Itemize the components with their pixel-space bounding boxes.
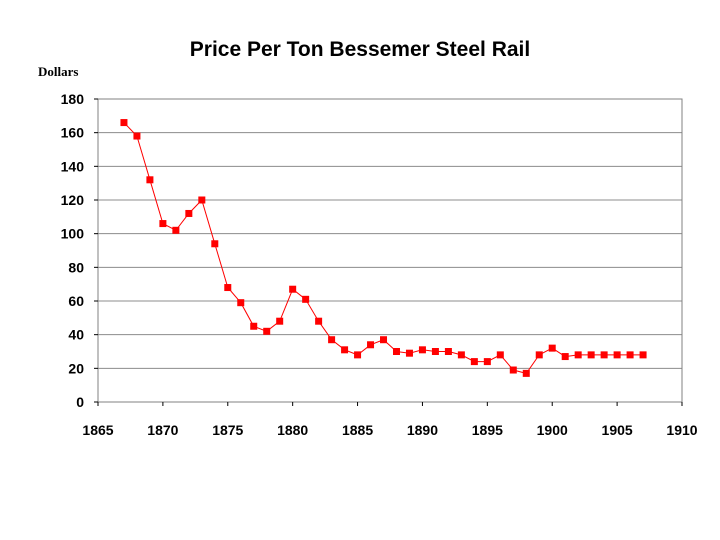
y-tick-label: 180 bbox=[61, 91, 85, 107]
data-point bbox=[444, 348, 452, 355]
y-tick-label: 0 bbox=[76, 394, 84, 410]
data-point bbox=[483, 358, 491, 366]
data-point bbox=[548, 344, 556, 352]
data-point bbox=[250, 322, 258, 330]
data-point bbox=[626, 351, 634, 359]
x-tick-label: 1905 bbox=[602, 422, 633, 438]
data-point bbox=[302, 295, 310, 303]
data-point bbox=[613, 351, 621, 359]
x-tick-label: 1875 bbox=[212, 422, 243, 438]
plot-area bbox=[97, 98, 683, 403]
data-point bbox=[457, 351, 465, 359]
data-point bbox=[470, 358, 478, 366]
data-point bbox=[315, 317, 323, 325]
series bbox=[120, 119, 647, 377]
x-tick-label: 1880 bbox=[277, 422, 308, 438]
data-point bbox=[431, 348, 439, 355]
x-tick-label: 1895 bbox=[472, 422, 503, 438]
data-point bbox=[522, 369, 530, 377]
data-point bbox=[133, 132, 141, 140]
data-point bbox=[289, 285, 297, 293]
data-point bbox=[380, 336, 388, 344]
x-tick-label: 1885 bbox=[342, 422, 373, 438]
x-axis: 1865 1870 1875 1880 1885 1890 1895 1900 1905 1910 bbox=[82, 402, 698, 438]
data-point bbox=[211, 240, 219, 248]
data-point bbox=[237, 299, 245, 307]
y-tick-label: 40 bbox=[68, 327, 84, 343]
data-point bbox=[263, 327, 271, 335]
y-tick-label: 60 bbox=[68, 293, 84, 309]
data-point bbox=[341, 346, 349, 354]
data-point bbox=[509, 366, 517, 374]
y-tick-label: 120 bbox=[61, 192, 85, 208]
y-tick-label: 100 bbox=[61, 226, 85, 242]
y-tick-label: 160 bbox=[61, 125, 85, 141]
data-point bbox=[120, 119, 128, 127]
data-point bbox=[198, 196, 206, 204]
data-point bbox=[146, 176, 154, 184]
data-point bbox=[367, 341, 375, 349]
data-point bbox=[600, 351, 608, 359]
data-point bbox=[574, 351, 582, 359]
data-point bbox=[587, 351, 595, 359]
x-tick-label: 1910 bbox=[666, 422, 697, 438]
data-point bbox=[328, 336, 336, 344]
y-tick-label: 20 bbox=[68, 360, 84, 376]
data-point bbox=[224, 284, 232, 292]
data-point bbox=[276, 317, 284, 325]
x-tick-label: 1890 bbox=[407, 422, 438, 438]
data-point bbox=[561, 353, 569, 361]
series-line bbox=[123, 122, 644, 374]
data-point bbox=[418, 346, 426, 354]
data-point bbox=[185, 209, 193, 217]
chart-title: Price Per Ton Bessemer Steel Rail bbox=[189, 38, 531, 61]
y-tick-label: 80 bbox=[68, 259, 84, 275]
data-point bbox=[496, 351, 504, 359]
y-axis: 0 20 40 60 80 100 120 140 160 180 bbox=[61, 91, 98, 410]
y-axis-label: Dollars bbox=[38, 64, 78, 79]
data-point bbox=[535, 351, 543, 359]
x-tick-label: 1900 bbox=[537, 422, 568, 438]
data-point bbox=[354, 351, 362, 359]
data-point bbox=[639, 351, 647, 359]
data-point bbox=[405, 349, 413, 357]
data-point bbox=[159, 220, 167, 228]
data-point bbox=[172, 226, 180, 234]
data-point bbox=[392, 348, 400, 355]
x-tick-label: 1870 bbox=[147, 422, 178, 438]
x-tick-label: 1865 bbox=[82, 422, 113, 438]
grid bbox=[98, 132, 682, 369]
y-tick-label: 140 bbox=[61, 158, 85, 174]
